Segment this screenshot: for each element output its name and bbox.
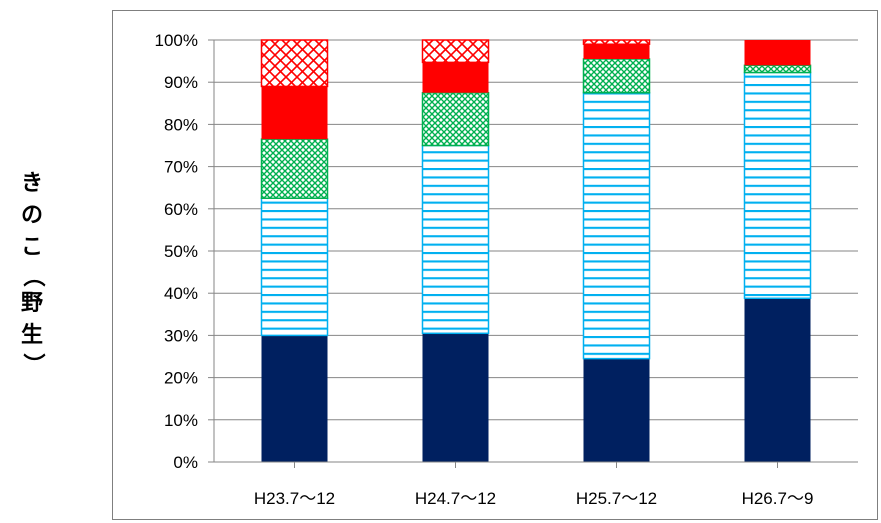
bar-segment-series-1 (744, 298, 811, 462)
axes: 0% 10% 20% 30% 40% 50% 60% 70% 80% 90% 100% H23.7～1… (155, 31, 858, 508)
bar-segment-series-1 (261, 335, 328, 462)
y-axis-label-char: 生 (20, 323, 43, 348)
bar-segment-series-4 (261, 86, 328, 140)
y-tick-label: 100% (155, 31, 198, 50)
chart-frame (112, 10, 878, 520)
bar-segment-series-1 (583, 358, 650, 462)
bar-segment-series-2 (582, 92, 651, 360)
x-tick-label: H26.7～9 (742, 489, 814, 508)
bar-segment-series-4 (744, 40, 811, 66)
y-axis-label-char: の (20, 203, 43, 228)
bar-segment-series-4 (422, 62, 489, 93)
bar-segment-series-2 (743, 71, 812, 300)
bar-segment-series-2 (260, 197, 329, 337)
y-axis-label-char: こ (20, 235, 43, 260)
y-tick-label: 60% (164, 200, 198, 219)
y-tick-label: 0% (173, 453, 198, 472)
bar-segment-series-1 (422, 333, 489, 462)
y-axis-label-char: き (20, 171, 43, 196)
y-tick-label: 30% (164, 326, 198, 345)
bar-segment-series-5 (582, 39, 651, 45)
bar-segment-series-3 (582, 58, 651, 94)
y-axis-label: き の こ （ 野 生 ） (18, 168, 46, 376)
y-tick-label: 10% (164, 411, 198, 430)
bar-segment-series-3 (421, 92, 490, 147)
bar-segment-series-5 (260, 39, 329, 88)
bar-segment-series-2 (421, 144, 490, 335)
y-tick-label: 40% (164, 284, 198, 303)
y-axis-label-char: 野 (20, 291, 43, 316)
bar-segment-series-4 (583, 44, 650, 59)
y-tick-label: 70% (164, 158, 198, 177)
x-tick-label: H25.7～12 (576, 489, 657, 508)
bars (260, 39, 812, 462)
bar-segment-series-3 (260, 138, 329, 199)
bar-segment-series-5 (421, 39, 490, 64)
x-tick-label: H24.7～12 (415, 489, 496, 508)
y-tick-label: 20% (164, 369, 198, 388)
y-tick-label: 90% (164, 73, 198, 92)
x-tick-label: H23.7～12 (254, 489, 335, 508)
bar-segment-series-3 (743, 64, 812, 74)
y-tick-label: 80% (164, 115, 198, 134)
y-tick-label: 50% (164, 242, 198, 261)
